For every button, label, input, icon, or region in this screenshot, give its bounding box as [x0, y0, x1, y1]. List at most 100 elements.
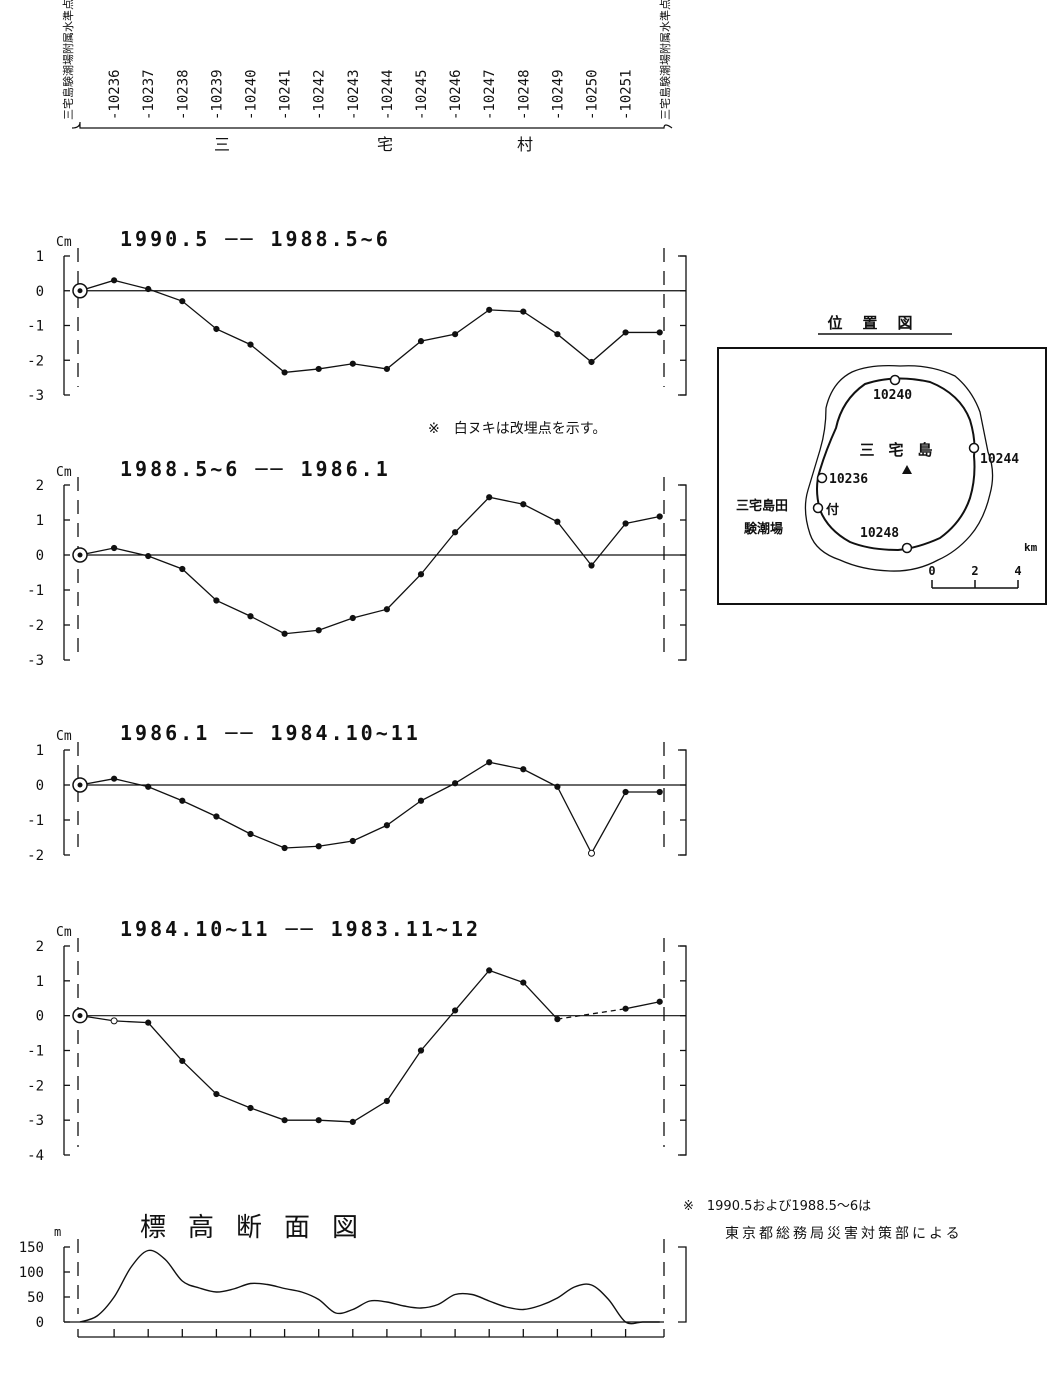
data-point	[77, 782, 83, 788]
y-tick-label: 0	[36, 1009, 44, 1025]
data-point	[622, 1005, 629, 1012]
data-point	[247, 341, 254, 348]
station-10236-label: 10236	[829, 472, 868, 487]
data-point	[656, 788, 663, 796]
island-coastline	[804, 364, 994, 572]
chart-1988-1986: 2 1 0 -1 -2 -3 Cm 1988.5~6 ── 1986.1	[27, 457, 687, 669]
scale-bar	[931, 580, 1019, 589]
data-point	[656, 329, 663, 336]
chart-title: 1988.5~6 ── 1986.1	[120, 457, 391, 481]
data-point	[111, 775, 118, 782]
source-note-line1: ※ 1990.5および1988.5～6は	[683, 1199, 871, 1214]
scale-unit-label: km	[1024, 541, 1038, 554]
title-to: 1983.11~12	[331, 917, 481, 941]
station-10240-label: 10240	[873, 388, 912, 403]
y-tick-label: -4	[27, 1148, 44, 1164]
y-tick-label: 0	[36, 548, 44, 564]
title-to: 1984.10~11	[270, 721, 420, 745]
village-bracket	[71, 121, 673, 129]
data-point	[656, 513, 663, 520]
title-dash: ──	[210, 227, 270, 251]
data-point	[77, 1013, 83, 1019]
y-tick-label: 0	[36, 1315, 44, 1331]
chart-1990-1988: 1 0 -1 -2 -3 Cm 1990.5 ── 1988.5~6	[27, 227, 687, 404]
title-from: 1984.10~11	[120, 917, 270, 941]
data-point	[281, 1117, 288, 1124]
data-point	[247, 830, 254, 838]
data-point	[111, 544, 118, 552]
y-tick-label: -1	[27, 583, 44, 599]
data-point	[554, 331, 561, 338]
series-line	[625, 1001, 660, 1010]
data-point	[383, 1097, 390, 1105]
data-point	[656, 998, 663, 1005]
data-point	[554, 783, 561, 790]
data-point	[383, 822, 390, 829]
data-point	[520, 501, 527, 508]
data-point	[520, 979, 527, 986]
data-point	[179, 565, 186, 573]
data-point	[213, 325, 220, 333]
series-dashed-segment	[557, 1008, 626, 1020]
data-point	[452, 529, 459, 536]
data-point	[383, 606, 390, 613]
data-point	[349, 837, 356, 845]
station-code-10246: -10246	[448, 69, 464, 120]
y-tick-label: -3	[27, 653, 44, 669]
chart-1984-1983: 2 1 0 -1 -2 -3 -4 Cm 1984.10~11 ── 1983.11~12	[27, 917, 687, 1164]
data-point	[179, 298, 186, 305]
station-10240-marker	[889, 374, 901, 386]
data-point	[315, 843, 322, 850]
tide-station-marker	[812, 502, 824, 514]
y-unit-label: Cm	[56, 925, 72, 940]
title-from: 1988.5~6	[120, 457, 240, 481]
title-to: 1986.1	[301, 457, 391, 481]
data-point	[622, 329, 629, 336]
source-note-line2: 東京都総務局災害対策部による	[725, 1225, 963, 1242]
station-code-10242: -10242	[312, 69, 328, 120]
data-point	[417, 797, 425, 804]
station-code-10239: -10239	[209, 69, 225, 120]
data-point	[315, 1117, 322, 1124]
village-char-1: 三	[214, 135, 230, 154]
data-point	[145, 552, 152, 560]
station-code-10250: -10250	[585, 69, 601, 120]
station-code-10247: -10247	[482, 69, 498, 120]
data-point	[247, 613, 254, 620]
elevation-profile-line	[79, 1249, 660, 1325]
station-code-labels: -10236 -10237 -10238 -10239 -10240 -10241 -102…	[107, 69, 634, 120]
y-tick-label: 1	[36, 743, 44, 759]
y-tick-label: 150	[19, 1240, 44, 1256]
reburied-note: ※ 白ヌキは改埋点を示す。	[428, 421, 606, 437]
y-tick-label: 50	[27, 1290, 44, 1306]
title-dash: ──	[240, 457, 300, 481]
station-code-10238: -10238	[175, 69, 191, 120]
data-point	[486, 967, 493, 974]
data-point	[111, 277, 118, 284]
data-point	[520, 766, 527, 773]
data-point	[179, 1057, 186, 1065]
y-tick-label: 0	[36, 284, 44, 300]
data-point	[417, 1047, 425, 1054]
chart-title: 1986.1 ── 1984.10~11	[120, 721, 421, 745]
series-line	[79, 496, 660, 635]
data-point	[417, 571, 425, 578]
data-point	[452, 780, 459, 787]
y-tick-label: -2	[27, 353, 44, 369]
tide-station-label-suffix: 付	[826, 502, 839, 518]
chart-title: 標高断面図	[140, 1213, 380, 1243]
station-10248-marker	[901, 542, 913, 554]
right-frame	[678, 1246, 687, 1323]
y-tick-label: -1	[27, 813, 44, 829]
data-point	[452, 331, 459, 338]
location-map: 位置図 10240 10244 10236 10248 三宅島 三宅島田 付 験…	[717, 314, 1047, 605]
data-point	[486, 759, 493, 766]
station-code-10245: -10245	[414, 69, 430, 120]
data-point	[315, 627, 322, 634]
station-10244-label: 10244	[980, 452, 1019, 467]
data-point	[486, 306, 493, 313]
data-point	[213, 1090, 220, 1098]
title-from: 1986.1	[120, 721, 210, 745]
station-code-10249: -10249	[550, 69, 566, 120]
scale-tick-2: 2	[971, 564, 978, 578]
